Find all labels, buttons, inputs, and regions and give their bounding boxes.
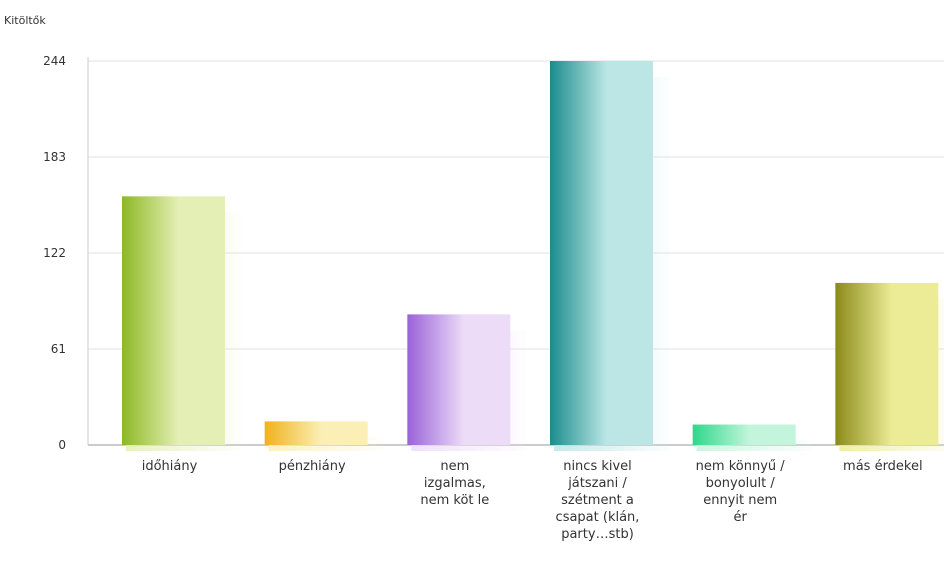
y-tick-label: 61 <box>51 342 66 356</box>
x-category-label: nem könnyű / bonyolult / ennyit nem ér <box>696 459 786 525</box>
y-tick-labels: 0 61 122 183 244 <box>43 54 66 452</box>
bar <box>122 196 225 445</box>
x-category-label: pénzhiány <box>279 459 346 474</box>
bar-shadow <box>696 440 812 451</box>
bars <box>122 61 944 451</box>
y-tick-label: 122 <box>43 246 66 260</box>
y-tick-label: 183 <box>43 150 66 164</box>
y-tick-label: 244 <box>43 54 66 68</box>
bar <box>264 421 368 445</box>
bar <box>407 314 511 445</box>
bar <box>550 61 653 445</box>
y-axis-title: Kitöltők <box>4 14 46 27</box>
x-category-label: nem izgalmas, nem köt le <box>420 459 489 508</box>
x-category-label: más érdekel <box>843 459 923 474</box>
x-category-label: időhiány <box>142 459 198 474</box>
y-tick-label: 0 <box>58 438 66 452</box>
bar <box>835 282 939 445</box>
category-labels: időhiány pénzhiány nem izgalmas, nem köt le n… <box>142 459 923 542</box>
bar <box>692 424 796 445</box>
x-category-label: nincs kivel játszani / szétment a csapat (k… <box>556 459 640 542</box>
